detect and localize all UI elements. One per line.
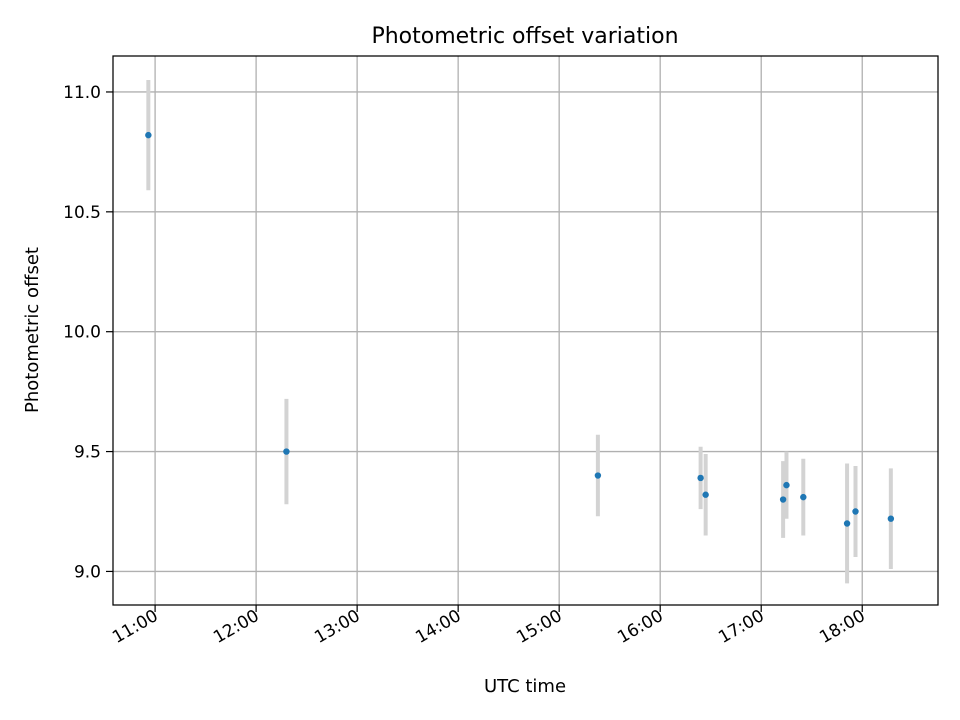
data-point [145, 131, 152, 139]
data-point [283, 448, 290, 455]
y-tick-label: 10.0 [63, 323, 101, 343]
data-point [843, 520, 851, 527]
data-point [594, 472, 602, 479]
y-axis-label: Photometric offset [22, 247, 43, 413]
y-tick-label: 11.0 [63, 83, 101, 103]
chart-title: Photometric offset variation [371, 24, 678, 49]
data-point [852, 508, 859, 515]
data-point [702, 491, 709, 498]
data-point [887, 515, 895, 522]
plot-frame [112, 55, 939, 606]
y-tick-label: 9.0 [74, 562, 101, 582]
data-points [145, 131, 895, 527]
data-point [800, 493, 807, 501]
y-tick-label: 9.5 [74, 443, 101, 463]
y-axis-ticks: 9.0 9.5 10.0 10.5 11.0 [63, 83, 113, 582]
x-axis-label: UTC time [484, 676, 566, 697]
data-point [697, 474, 704, 482]
data-point [783, 481, 790, 489]
grid-lines [113, 56, 938, 605]
y-tick-label: 10.5 [63, 203, 101, 223]
data-point [779, 496, 787, 503]
